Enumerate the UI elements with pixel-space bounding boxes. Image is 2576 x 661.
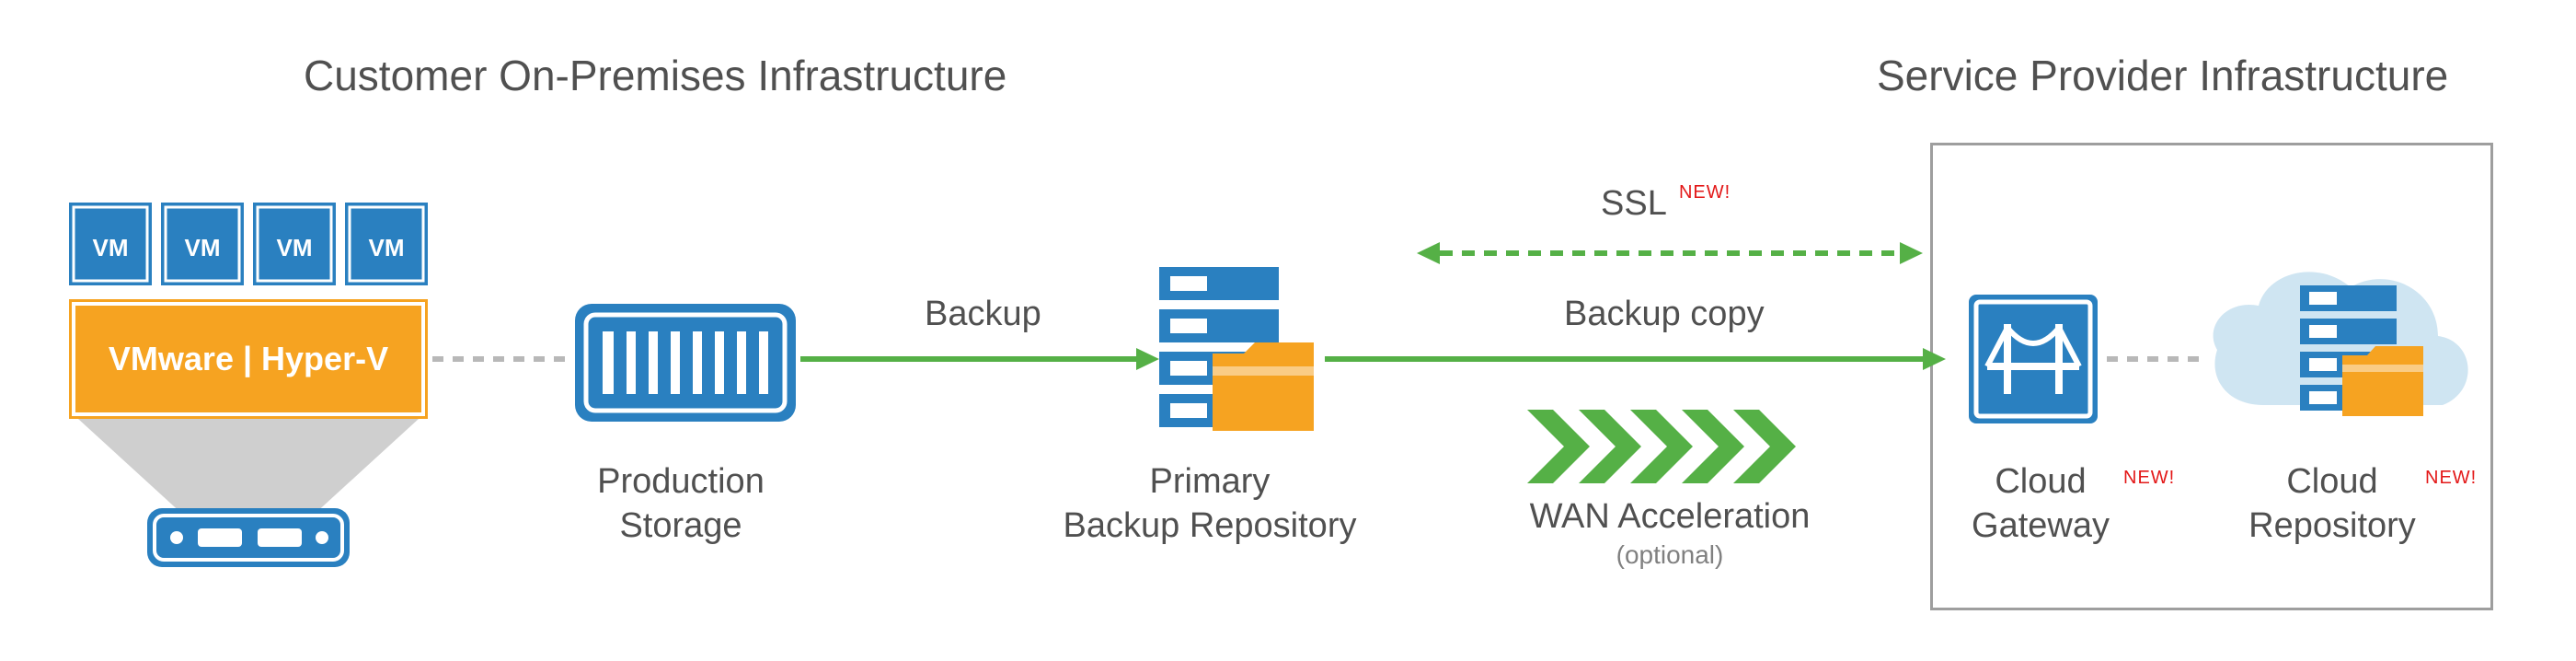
svg-text:VM: VM (185, 234, 221, 261)
arrow-backup-copy (1325, 348, 1946, 370)
server-icon (147, 508, 350, 567)
cloud-gateway-icon (1969, 295, 2098, 423)
arrow-ssl (1417, 242, 1923, 264)
svg-text:VM: VM (93, 234, 129, 261)
production-storage-icon (575, 304, 796, 422)
primary-repo-icon (1159, 267, 1314, 431)
vm-stack: VMware | Hyper-V VM VM VM VM (69, 203, 428, 567)
cloud-repository-icon (2214, 272, 2468, 416)
svg-text:VM: VM (369, 234, 405, 261)
diagram-canvas: VMware | Hyper-V VM VM VM VM (0, 0, 2576, 661)
svg-text:VMware | Hyper-V: VMware | Hyper-V (109, 340, 388, 378)
svg-text:VM: VM (277, 234, 313, 261)
wan-chevrons (1527, 410, 1796, 483)
arrow-backup (800, 348, 1159, 370)
